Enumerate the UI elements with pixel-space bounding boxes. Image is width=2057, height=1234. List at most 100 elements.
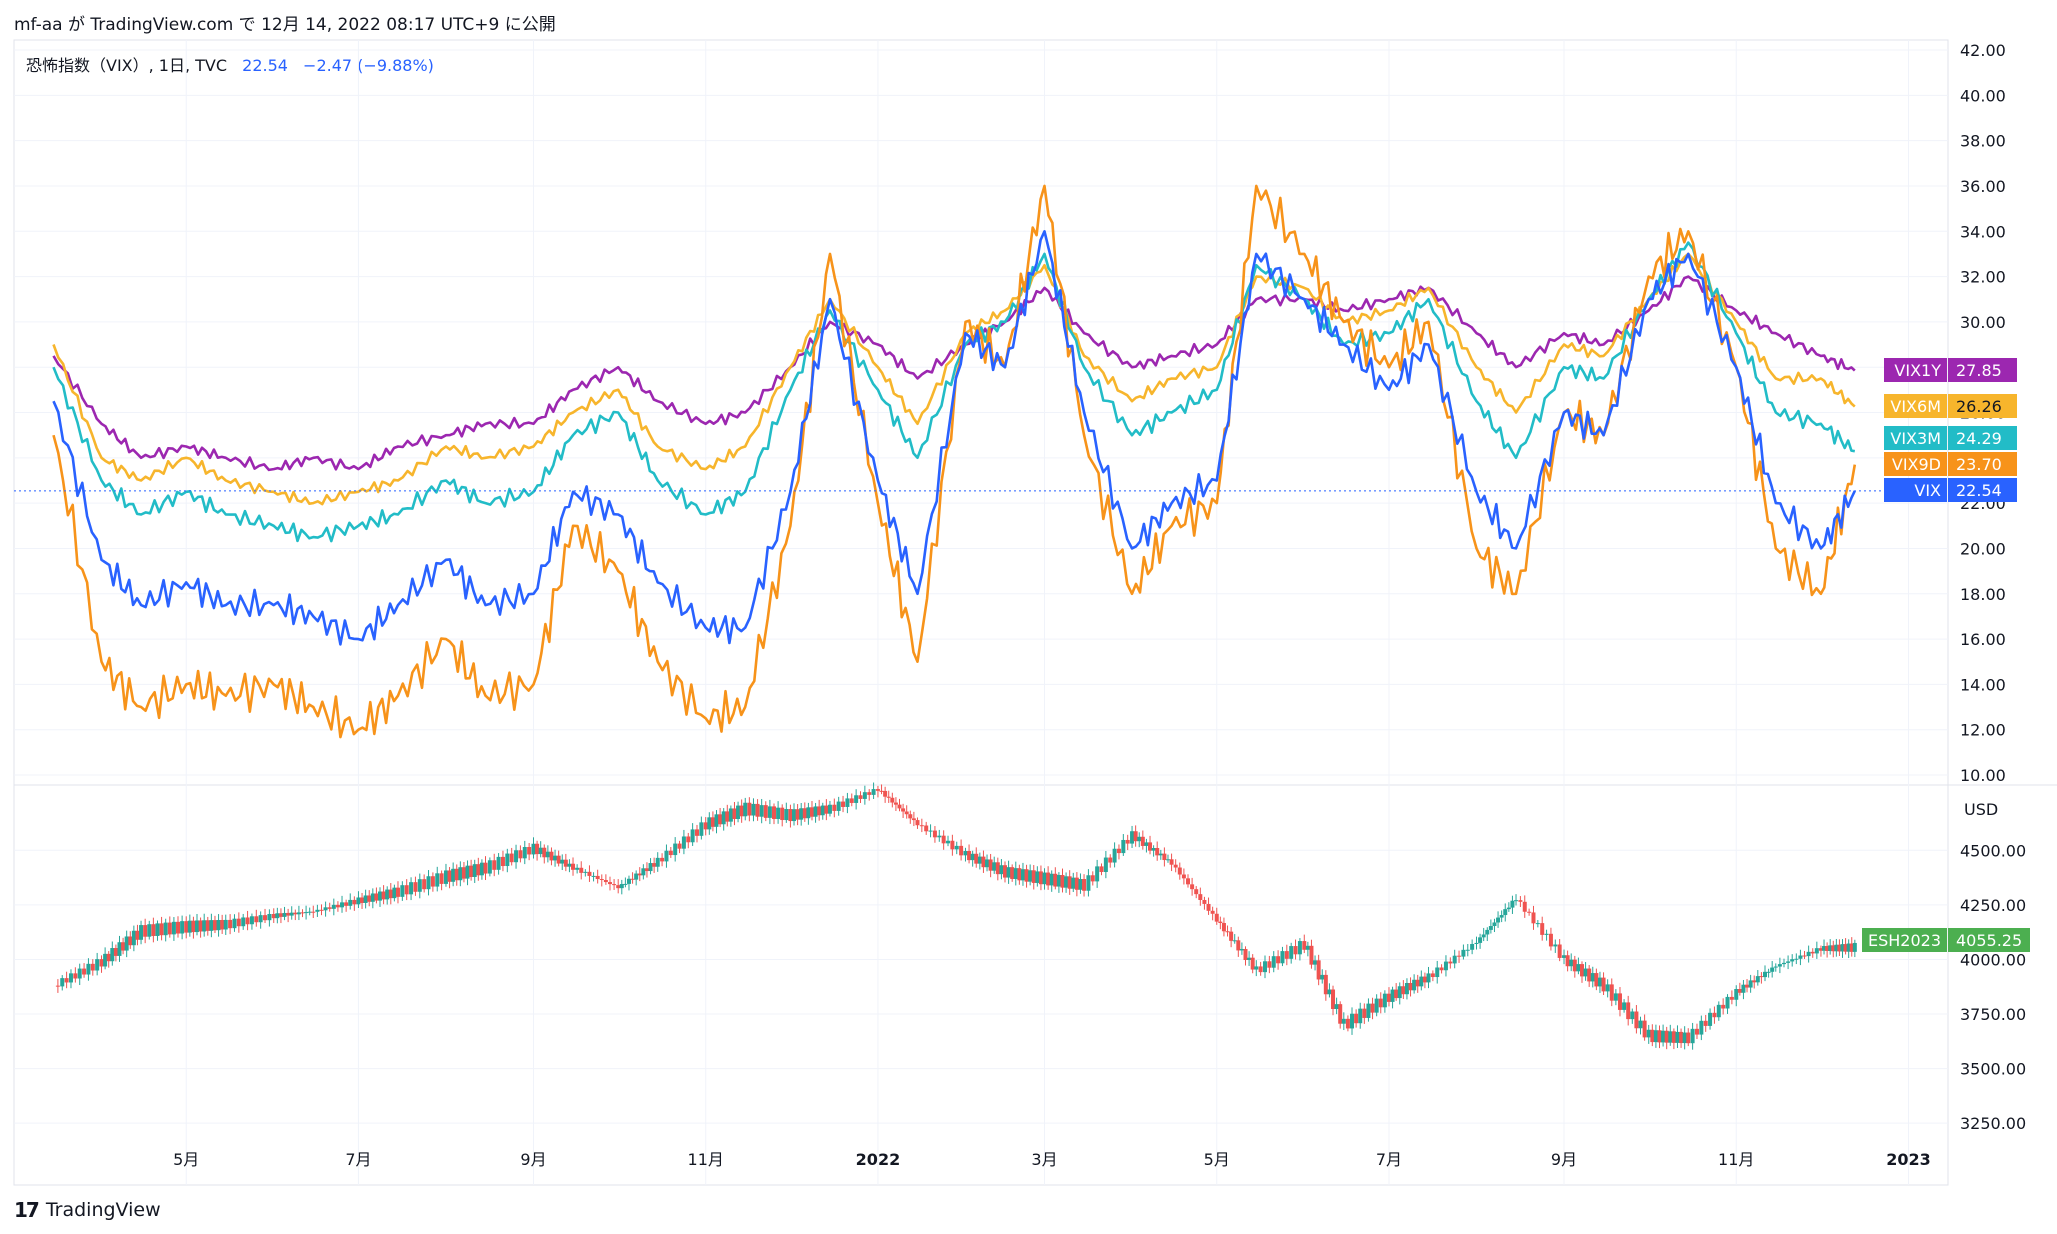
candle-body [439, 873, 444, 884]
candle-body [381, 891, 386, 900]
candle-body [784, 809, 789, 821]
footer-brand[interactable]: 17 TradingView [14, 1198, 161, 1222]
candle-body [275, 913, 280, 919]
candle-body [223, 919, 228, 930]
candle-body [1165, 859, 1170, 861]
candle-body [652, 863, 657, 867]
candle-body [352, 899, 357, 905]
candle-body [1366, 1003, 1371, 1018]
time-tick-label: 11月 [1718, 1150, 1754, 1169]
candle-body [1531, 912, 1536, 924]
candle-body [1313, 960, 1318, 965]
candle-body [612, 884, 617, 886]
candle-body [1378, 998, 1383, 1008]
candle-body [392, 887, 397, 899]
candle-body [1284, 951, 1289, 959]
candle-body [668, 850, 673, 856]
candle-body [1794, 958, 1799, 960]
candle-body [1716, 1004, 1721, 1018]
candle-body [824, 805, 829, 814]
candle-body [736, 805, 741, 819]
candle-body [1457, 955, 1462, 957]
badge-value-bg-vix9d [1948, 452, 2017, 476]
candle-body [607, 882, 612, 885]
candle-body [1831, 945, 1836, 952]
candle-body [677, 843, 682, 849]
candle-body [845, 798, 850, 807]
candle-body [1671, 1031, 1676, 1043]
time-tick-label: 7月 [345, 1150, 371, 1169]
candle-body [1071, 877, 1076, 889]
candle-body [728, 808, 733, 822]
candle-body [435, 873, 440, 887]
candle-body [603, 879, 608, 883]
candle-body [1496, 917, 1501, 923]
candle-body [1206, 903, 1211, 911]
vix-tick-label: 42.00 [1960, 41, 2006, 60]
candle-body [809, 807, 814, 817]
candle-body [1755, 976, 1760, 983]
vix-tick-label: 36.00 [1960, 177, 2006, 196]
candle-body [335, 904, 340, 908]
candle-body [1601, 977, 1606, 992]
candle-body [623, 883, 628, 885]
candle-body [1814, 948, 1819, 954]
candle-body [1358, 1008, 1363, 1024]
candle-body [937, 835, 942, 838]
candle-body [147, 924, 152, 937]
candle-body [1587, 968, 1592, 982]
candle-body [171, 921, 176, 935]
candle-body [1140, 836, 1145, 846]
candle-body [538, 847, 543, 855]
candle-body [1297, 941, 1302, 955]
candle-body [496, 856, 501, 870]
candle-body [195, 920, 200, 933]
candle-body [1664, 1030, 1669, 1043]
candle-body [1064, 876, 1069, 888]
candle-body [1214, 913, 1219, 922]
badge-name-vix9d: VIX9D [1892, 455, 1941, 474]
candle-body [995, 862, 1000, 875]
candle-body [1690, 1028, 1695, 1044]
candle-body [1485, 929, 1490, 935]
candle-body [1177, 867, 1182, 875]
candle-body [385, 889, 390, 900]
candle-body [637, 873, 642, 876]
candle-body [454, 868, 459, 881]
candle-body [492, 860, 497, 870]
candle-body [1374, 998, 1379, 1013]
candle-body [1822, 946, 1827, 951]
candle-body [1499, 915, 1504, 918]
candle-body [1653, 1030, 1658, 1043]
candle-body [673, 843, 678, 856]
candle-body [1790, 959, 1795, 962]
candle-body [395, 887, 400, 897]
candle-body [404, 885, 409, 895]
candle-body [1650, 1029, 1655, 1043]
candle-body [77, 968, 82, 979]
candle-body [1305, 945, 1310, 950]
candle-body [1470, 943, 1475, 950]
badge-value-bg-vix6m [1948, 394, 2017, 418]
candle-body [560, 859, 565, 864]
candle-body [388, 889, 393, 899]
candle-body [802, 808, 807, 819]
candle-body [886, 796, 891, 798]
candle-body [556, 855, 561, 864]
candle-body [595, 875, 600, 880]
candle-body [1481, 934, 1486, 938]
candle-body [795, 809, 800, 820]
candle-body [315, 909, 320, 912]
candle-body [1594, 973, 1599, 987]
candle-body [630, 878, 635, 880]
badge-value-vix3m: 24.29 [1956, 429, 2002, 448]
candle-body [1229, 931, 1234, 941]
candle-body [1461, 949, 1466, 957]
candle-body [1074, 877, 1079, 890]
candle-body [1267, 961, 1272, 968]
candle-body [1247, 957, 1252, 961]
candle-body [767, 806, 772, 818]
vix-legend[interactable]: 恐怖指数（VIX）, 1日, TVC 22.54 −2.47 (−9.88%) [26, 52, 434, 76]
candle-body [1263, 961, 1268, 973]
